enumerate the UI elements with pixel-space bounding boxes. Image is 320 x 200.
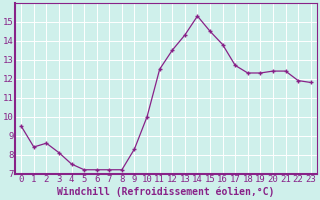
X-axis label: Windchill (Refroidissement éolien,°C): Windchill (Refroidissement éolien,°C)	[57, 187, 275, 197]
